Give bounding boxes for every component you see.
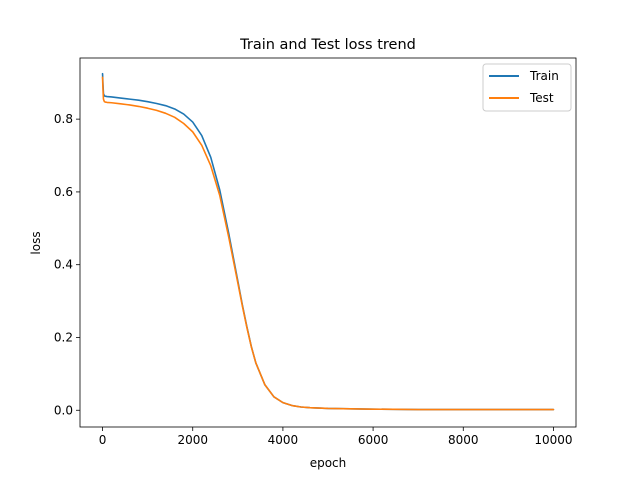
x-tick-label: 8000	[448, 433, 479, 447]
x-tick-label: 4000	[268, 433, 299, 447]
legend-label-test: Test	[529, 91, 554, 105]
series-line-train	[101, 72, 555, 411]
x-tick-label: 0	[99, 433, 107, 447]
x-tick-label: 2000	[177, 433, 208, 447]
y-tick-label: 0.6	[54, 185, 73, 199]
y-tick-label: 0.4	[54, 258, 73, 272]
x-tick-label: 6000	[358, 433, 389, 447]
y-axis-ticks: 0.0 0.2 0.4 0.6 0.8	[54, 112, 80, 417]
legend-label-train: Train	[529, 69, 559, 83]
y-axis-label: loss	[29, 231, 43, 254]
plot-area-frame	[79, 57, 577, 428]
legend: Train Test	[482, 63, 572, 112]
x-axis-ticks: 0 2000 4000 6000 8000 10000	[99, 427, 573, 447]
x-axis-label: epoch	[310, 456, 347, 470]
y-tick-label: 0.2	[54, 330, 73, 344]
y-tick-label: 0.0	[54, 403, 73, 417]
chart-title: Train and Test loss trend	[239, 37, 416, 53]
x-tick-label: 10000	[534, 433, 572, 447]
series-line-test	[101, 76, 555, 411]
series-lines	[101, 72, 555, 411]
y-tick-label: 0.8	[54, 112, 73, 126]
